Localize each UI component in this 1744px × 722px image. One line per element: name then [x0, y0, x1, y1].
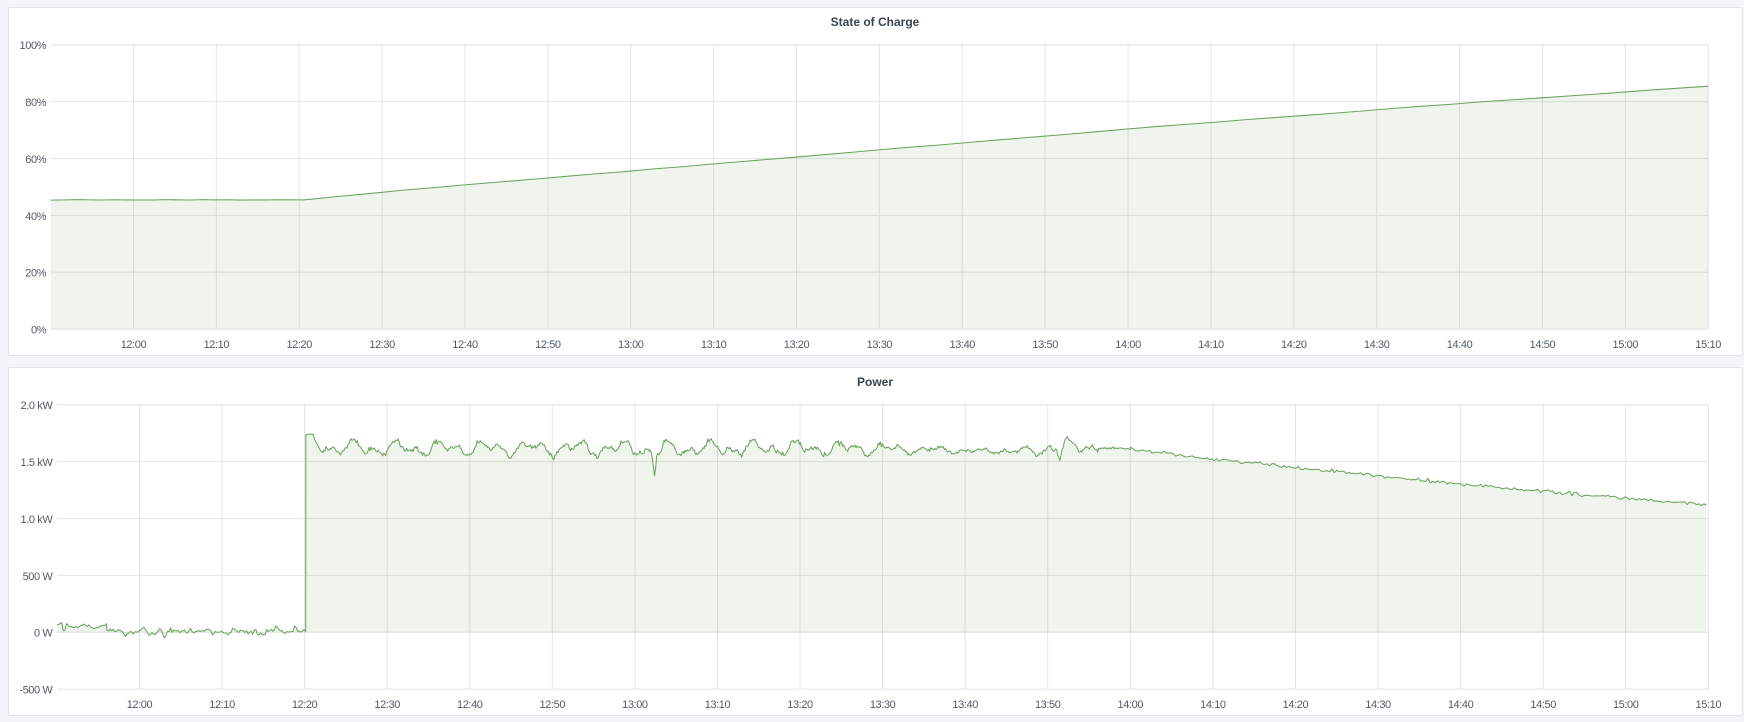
svg-text:13:00: 13:00	[622, 699, 648, 711]
svg-text:-500 W: -500 W	[19, 685, 53, 697]
svg-text:13:50: 13:50	[1032, 339, 1058, 351]
svg-text:15:10: 15:10	[1695, 339, 1721, 351]
svg-text:14:30: 14:30	[1363, 339, 1389, 351]
svg-text:1.5 kW: 1.5 kW	[20, 457, 53, 469]
svg-text:12:10: 12:10	[209, 699, 235, 711]
svg-text:14:40: 14:40	[1447, 699, 1473, 711]
svg-text:12:10: 12:10	[203, 339, 229, 351]
svg-text:12:20: 12:20	[291, 699, 317, 711]
svg-text:12:30: 12:30	[374, 699, 400, 711]
svg-text:12:00: 12:00	[126, 699, 152, 711]
svg-text:15:10: 15:10	[1695, 699, 1721, 711]
svg-text:500 W: 500 W	[22, 571, 53, 583]
svg-text:13:00: 13:00	[617, 339, 643, 351]
svg-text:14:20: 14:20	[1282, 699, 1308, 711]
svg-text:14:50: 14:50	[1530, 699, 1556, 711]
svg-text:14:00: 14:00	[1115, 339, 1141, 351]
svg-text:12:30: 12:30	[369, 339, 395, 351]
svg-text:13:40: 13:40	[949, 339, 975, 351]
svg-text:13:10: 13:10	[704, 699, 730, 711]
svg-text:60%: 60%	[25, 154, 46, 166]
svg-text:100%: 100%	[19, 40, 46, 52]
svg-text:14:00: 14:00	[1117, 699, 1143, 711]
svg-text:14:50: 14:50	[1529, 339, 1555, 351]
svg-text:13:30: 13:30	[866, 339, 892, 351]
svg-text:13:10: 13:10	[700, 339, 726, 351]
svg-text:13:20: 13:20	[787, 699, 813, 711]
svg-text:1.0 kW: 1.0 kW	[20, 514, 53, 526]
svg-text:12:40: 12:40	[456, 699, 482, 711]
svg-text:13:30: 13:30	[869, 699, 895, 711]
svg-text:13:50: 13:50	[1034, 699, 1060, 711]
svg-text:0 W: 0 W	[34, 628, 53, 640]
svg-text:40%: 40%	[25, 211, 46, 223]
svg-text:12:50: 12:50	[535, 339, 561, 351]
svg-text:14:40: 14:40	[1446, 339, 1472, 351]
svg-text:15:00: 15:00	[1612, 339, 1638, 351]
svg-text:14:30: 14:30	[1365, 699, 1391, 711]
svg-text:12:40: 12:40	[452, 339, 478, 351]
svg-text:12:00: 12:00	[120, 339, 146, 351]
svg-text:2.0 kW: 2.0 kW	[20, 400, 53, 412]
svg-text:20%: 20%	[25, 268, 46, 280]
svg-text:12:20: 12:20	[286, 339, 312, 351]
svg-text:12:50: 12:50	[539, 699, 565, 711]
svg-text:15:00: 15:00	[1612, 699, 1638, 711]
svg-text:14:10: 14:10	[1200, 699, 1226, 711]
svg-text:80%: 80%	[25, 97, 46, 109]
svg-text:0%: 0%	[30, 325, 46, 337]
svg-text:14:10: 14:10	[1198, 339, 1224, 351]
svg-text:13:40: 13:40	[952, 699, 978, 711]
svg-text:14:20: 14:20	[1281, 339, 1307, 351]
svg-text:13:20: 13:20	[783, 339, 809, 351]
